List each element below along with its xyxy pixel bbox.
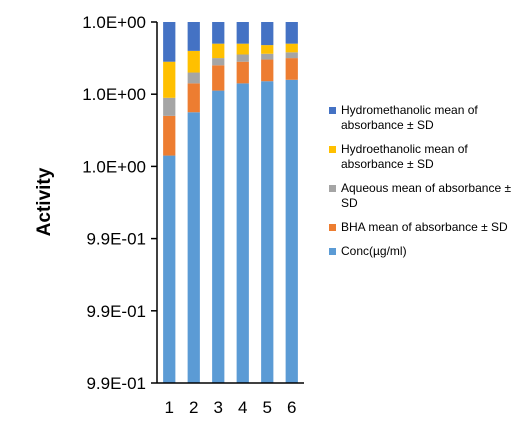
bar-segment-2-series-3 xyxy=(187,72,200,84)
legend-item: Aqueous mean of absorbance ± SD xyxy=(329,181,525,211)
bar-segment-5-series-1 xyxy=(261,81,274,383)
bar-segment-1-series-4 xyxy=(163,61,176,98)
bar-segment-1-series-3 xyxy=(163,97,176,116)
bar-segment-2-series-4 xyxy=(187,50,200,73)
x-tick-label: 1 xyxy=(165,398,174,417)
bar-segment-3-series-3 xyxy=(212,58,225,66)
bar-segment-1-series-2 xyxy=(163,115,176,156)
legend-swatch xyxy=(329,146,336,153)
x-tick-label: 2 xyxy=(189,398,198,417)
legend-swatch xyxy=(329,248,336,255)
bar-segment-1-series-5 xyxy=(163,22,176,62)
x-tick-label: 4 xyxy=(238,398,247,417)
legend-item: BHA mean of absorbance ± SD xyxy=(329,220,525,235)
bar-segment-6-series-3 xyxy=(285,52,298,59)
bar-segment-4-series-3 xyxy=(236,54,249,62)
legend-swatch xyxy=(329,107,336,114)
y-tick-label: 9.9E-01 xyxy=(86,230,146,249)
bar-segment-4-series-2 xyxy=(236,61,249,84)
legend-swatch xyxy=(329,224,336,231)
bar-segment-6-series-1 xyxy=(285,79,298,383)
bar-segment-6-series-4 xyxy=(285,43,298,53)
bar-segment-3-series-4 xyxy=(212,43,225,59)
legend-label: Conc(µg/ml) xyxy=(341,244,407,258)
x-tick-label: 5 xyxy=(263,398,272,417)
bar-segment-4-series-4 xyxy=(236,43,249,55)
bar-segment-5-series-5 xyxy=(261,22,274,46)
y-tick-label: 9.9E-01 xyxy=(86,302,146,321)
bar-segment-4-series-1 xyxy=(236,83,249,384)
bar-segment-2-series-1 xyxy=(187,112,200,383)
bar-segment-3-series-5 xyxy=(212,22,225,44)
x-tick-label: 6 xyxy=(287,398,296,417)
bar-segment-5-series-2 xyxy=(261,59,274,82)
x-tick-label: 3 xyxy=(214,398,223,417)
bar-segment-5-series-3 xyxy=(261,53,274,60)
legend-item: Conc(µg/ml) xyxy=(329,244,525,259)
bar-segment-2-series-2 xyxy=(187,83,200,113)
y-axis-title: Activity xyxy=(34,167,55,236)
legend: Hydromethanolic mean of absorbance ± SD H… xyxy=(329,103,525,268)
bar-segment-2-series-5 xyxy=(187,22,200,51)
legend-label: Hydromethanolic mean of absorbance ± SD xyxy=(341,103,478,132)
y-tick-label: 1.0E+00 xyxy=(82,85,146,104)
bar-segment-5-series-4 xyxy=(261,45,274,54)
bar-segment-1-series-1 xyxy=(163,155,176,383)
bar-segment-6-series-5 xyxy=(285,22,298,44)
legend-label: Aqueous mean of absorbance ± SD xyxy=(341,181,512,210)
legend-item: Hydroethanolic mean of absorbance ± SD xyxy=(329,142,525,172)
y-tick-label: 1.0E+00 xyxy=(82,13,146,32)
bar-segment-4-series-5 xyxy=(236,22,249,44)
y-tick-label: 1.0E+00 xyxy=(82,157,146,176)
bar-segment-6-series-2 xyxy=(285,58,298,80)
legend-item: Hydromethanolic mean of absorbance ± SD xyxy=(329,103,525,133)
legend-swatch xyxy=(329,185,336,192)
legend-label: BHA mean of absorbance ± SD xyxy=(341,220,508,234)
bar-segment-3-series-2 xyxy=(212,65,225,91)
legend-label: Hydroethanolic mean of absorbance ± SD xyxy=(341,142,468,171)
bar-segment-3-series-1 xyxy=(212,90,225,383)
y-tick-label: 9.9E-01 xyxy=(86,374,146,393)
